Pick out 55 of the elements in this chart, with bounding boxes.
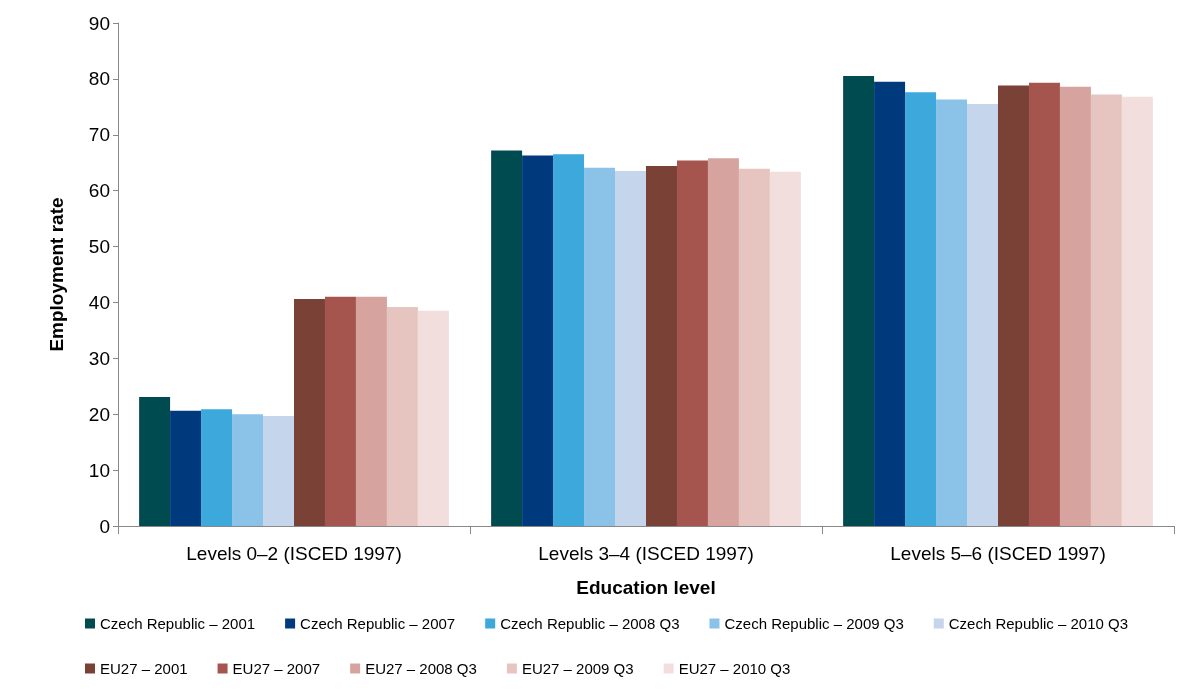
legend-label: Czech Republic – 2009 Q3 xyxy=(724,615,904,632)
bar xyxy=(294,299,325,526)
bar xyxy=(646,166,677,526)
legend-label: EU27 – 2007 xyxy=(232,660,321,677)
bar xyxy=(139,396,171,526)
bar xyxy=(615,171,646,526)
bar xyxy=(998,85,1029,526)
bar xyxy=(491,150,523,526)
bar xyxy=(170,410,202,526)
y-tick-label: 80 xyxy=(88,68,110,90)
bar xyxy=(553,154,585,526)
legend-label: EU27 – 2009 Q3 xyxy=(521,660,634,677)
y-tick-label: 60 xyxy=(88,180,110,202)
y-tick-label: 20 xyxy=(88,403,110,425)
bar xyxy=(1121,96,1153,526)
bar xyxy=(936,99,968,526)
bar xyxy=(874,81,906,526)
x-axis-title: Education level xyxy=(576,577,716,598)
legend-label: Czech Republic – 2001 xyxy=(100,615,256,632)
legend-label: EU27 – 2001 xyxy=(100,660,188,677)
y-tick-label: 0 xyxy=(99,515,110,537)
legend-label: EU27 – 2008 Q3 xyxy=(365,660,477,677)
y-tick-label: 40 xyxy=(88,291,110,313)
y-tick-label: 90 xyxy=(88,12,110,34)
legend-label: Czech Republic – 2007 xyxy=(300,615,456,632)
bar xyxy=(232,414,264,526)
bar xyxy=(843,76,875,526)
y-tick-label: 70 xyxy=(88,124,110,146)
x-tick-label: Levels 0–2 (ISCED 1997) xyxy=(186,543,402,564)
bar xyxy=(1090,94,1122,526)
bar xyxy=(967,104,998,526)
bar xyxy=(769,171,801,526)
bar xyxy=(676,160,708,526)
legend-label: Czech Republic – 2008 Q3 xyxy=(500,615,680,632)
legend-label: EU27 – 2010 Q3 xyxy=(678,660,791,677)
bar xyxy=(522,155,554,526)
bar xyxy=(386,306,418,526)
bar xyxy=(1059,86,1091,526)
bar xyxy=(738,168,770,526)
y-tick-label: 50 xyxy=(88,236,110,258)
bar xyxy=(417,310,449,526)
bar xyxy=(584,167,616,526)
y-axis-title: Employment rate xyxy=(46,197,67,352)
bar xyxy=(905,92,937,526)
y-tick-label: 30 xyxy=(88,347,110,369)
legend-label: Czech Republic – 2010 Q3 xyxy=(948,615,1129,632)
bar xyxy=(1028,82,1060,526)
bar xyxy=(355,296,387,526)
x-tick-label: Levels 5–6 (ISCED 1997) xyxy=(890,543,1106,564)
bar xyxy=(263,415,294,526)
x-tick-label: Levels 3–4 (ISCED 1997) xyxy=(538,543,754,564)
y-tick-label: 10 xyxy=(88,459,110,481)
bar xyxy=(324,296,356,526)
bar xyxy=(707,158,739,526)
bar xyxy=(201,409,233,526)
